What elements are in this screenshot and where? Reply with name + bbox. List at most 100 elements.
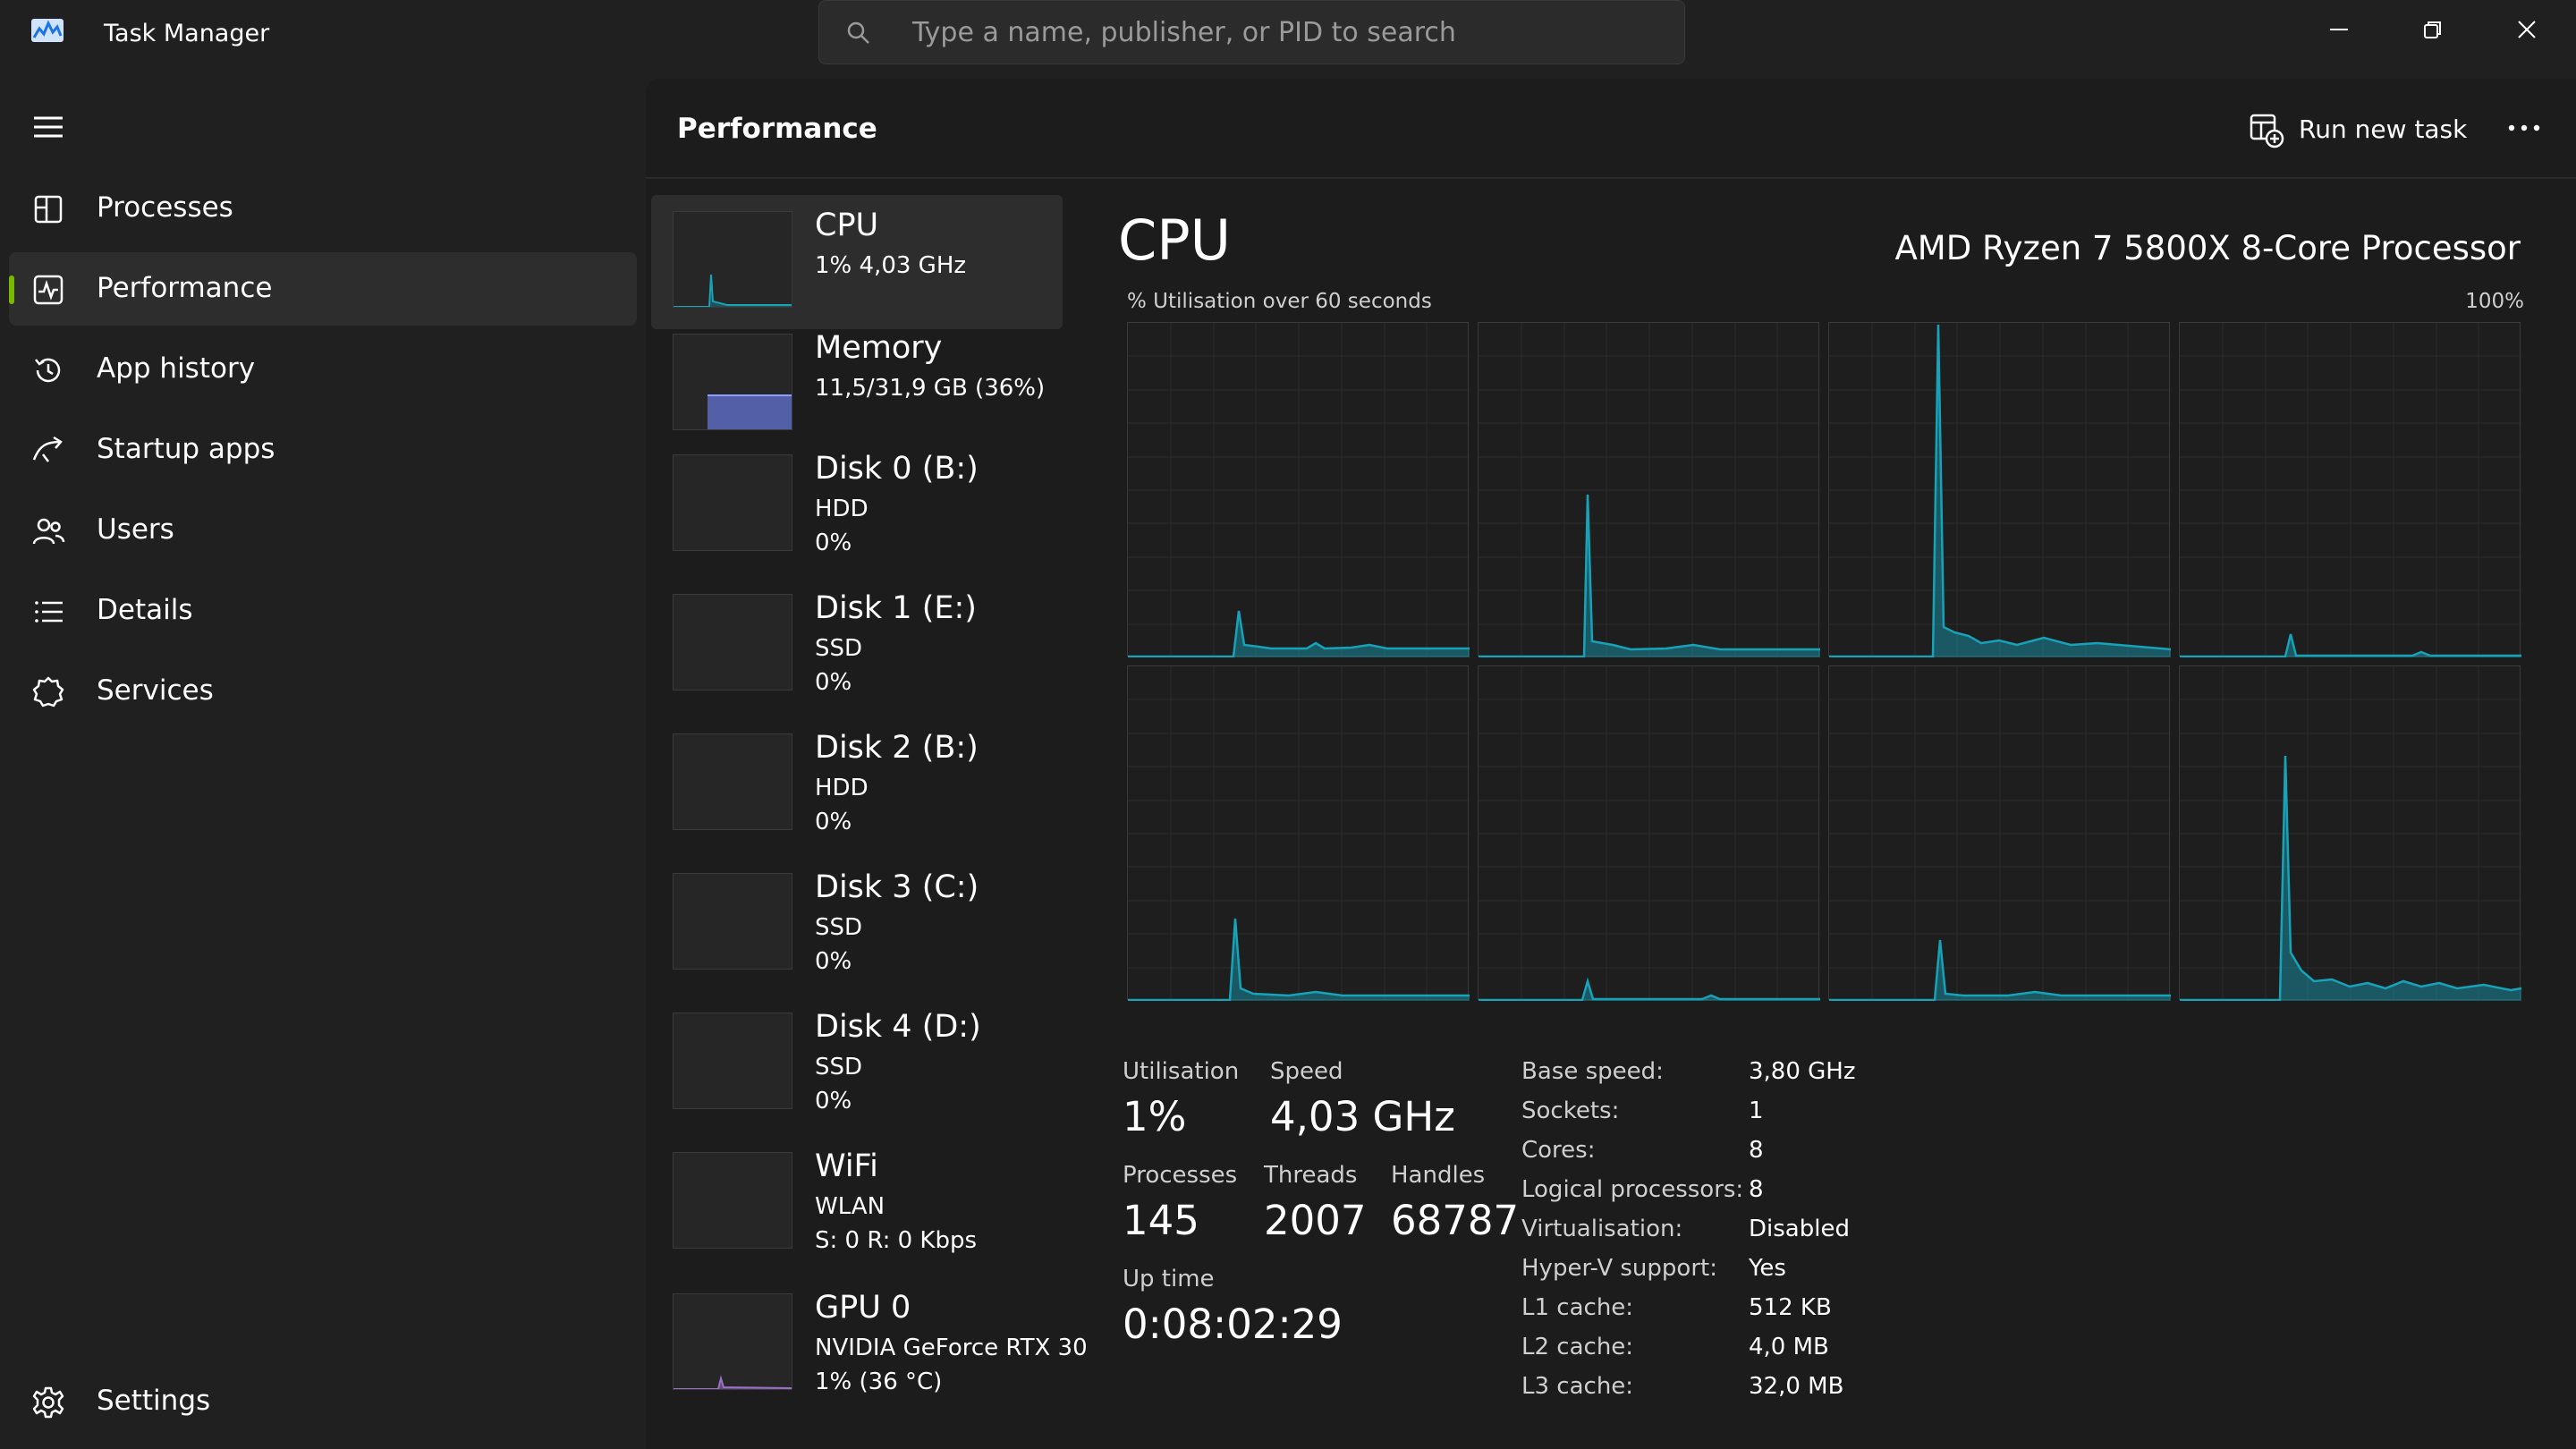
sidebar-item-settings[interactable]: Settings	[9, 1365, 637, 1438]
sidebar-item-app-history[interactable]: App history	[9, 333, 637, 406]
resource-type: SSD	[815, 635, 863, 662]
sidebar-item-processes[interactable]: Processes	[9, 172, 637, 245]
info-key: Hyper-V support:	[1521, 1255, 1717, 1282]
users-icon	[32, 518, 65, 545]
app-title: Task Manager	[104, 20, 270, 47]
close-button[interactable]	[2479, 0, 2572, 57]
disk-thumbnail-graph	[673, 733, 792, 830]
info-value: 32,0 MB	[1749, 1373, 1844, 1400]
history-icon	[35, 358, 61, 383]
utilisation-value: 1%	[1123, 1093, 1187, 1140]
resource-item-gpu-0[interactable]: GPU 0 NVIDIA GeForce RTX 30 1% (36 °C)	[651, 1277, 1088, 1411]
hamburger-menu-button[interactable]	[30, 113, 66, 141]
resource-usage: 1% (36 °C)	[815, 1368, 943, 1395]
resource-item-wifi[interactable]: WiFi WLAN S: 0 R: 0 Kbps	[651, 1136, 1063, 1270]
utilisation-label: Utilisation	[1123, 1058, 1240, 1085]
core-graph-0	[1127, 322, 1470, 657]
processes-label: Processes	[1123, 1162, 1238, 1189]
restore-icon	[2424, 21, 2441, 38]
minimize-icon	[2330, 29, 2348, 30]
search-input[interactable]: Type a name, publisher, or PID to search	[912, 17, 1456, 48]
info-value: 3,80 GHz	[1749, 1058, 1856, 1085]
resource-detail: 11,5/31,9 GB (36%)	[815, 375, 1046, 402]
sidebar-item-label: Startup apps	[97, 433, 275, 465]
resource-item-disk-2[interactable]: Disk 2 (B:) HDD 0%	[651, 717, 1063, 852]
hamburger-icon	[34, 116, 63, 138]
resource-name: Memory	[815, 330, 943, 366]
run-task-icon	[2250, 114, 2284, 148]
resource-item-disk-1[interactable]: Disk 1 (E:) SSD 0%	[651, 578, 1063, 712]
resource-item-memory[interactable]: Memory 11,5/31,9 GB (36%)	[651, 318, 1063, 452]
resource-item-cpu[interactable]: CPU 1% 4,03 GHz	[651, 195, 1063, 329]
info-key: L1 cache:	[1521, 1294, 1634, 1321]
resource-name: Disk 0 (B:)	[815, 451, 979, 487]
resource-usage: S: 0 R: 0 Kbps	[815, 1227, 978, 1254]
resource-usage: 0%	[815, 1088, 852, 1114]
sidebar-item-services[interactable]: Services	[9, 655, 637, 728]
info-value: 8	[1749, 1137, 1764, 1164]
sidebar-item-details[interactable]: Details	[9, 574, 637, 648]
disk-thumbnail-graph	[673, 873, 792, 970]
resource-detail: 1% 4,03 GHz	[815, 252, 967, 279]
resource-name: Disk 4 (D:)	[815, 1009, 981, 1045]
search-icon	[846, 21, 871, 46]
resource-type: HDD	[815, 496, 869, 522]
cpu-thumbnail-graph	[673, 211, 792, 308]
core-graph-1	[1478, 322, 1820, 657]
info-value: Yes	[1749, 1255, 1786, 1282]
speed-value: 4,03 GHz	[1270, 1093, 1455, 1140]
resource-usage: 0%	[815, 669, 852, 696]
run-task-label: Run new task	[2299, 114, 2468, 144]
resource-item-disk-0[interactable]: Disk 0 (B:) HDD 0%	[651, 438, 1063, 572]
core-graph-2	[1828, 322, 2171, 657]
details-icon	[35, 601, 63, 623]
resource-item-disk-3[interactable]: Disk 3 (C:) SSD 0%	[651, 857, 1063, 991]
handles-label: Handles	[1391, 1162, 1486, 1189]
core-graph-4	[1127, 665, 1470, 1001]
threads-label: Threads	[1264, 1162, 1358, 1189]
handles-value: 68787	[1391, 1197, 1520, 1244]
memory-thumbnail-graph	[673, 334, 792, 430]
info-key: L2 cache:	[1521, 1334, 1634, 1360]
resource-name: WiFi	[815, 1148, 878, 1184]
settings-label: Settings	[97, 1385, 211, 1417]
cpu-heading: CPU	[1118, 208, 1232, 273]
processes-value: 145	[1123, 1197, 1199, 1244]
disk-thumbnail-graph	[673, 454, 792, 551]
resource-usage: 0%	[815, 530, 852, 556]
resource-usage: 0%	[815, 809, 852, 835]
uptime-value: 0:08:02:29	[1123, 1301, 1343, 1348]
sidebar-item-label: Performance	[97, 272, 273, 304]
restore-button[interactable]	[2385, 0, 2479, 57]
cpu-model-name: AMD Ryzen 7 5800X 8-Core Processor	[1894, 229, 2521, 267]
threads-value: 2007	[1264, 1197, 1367, 1244]
resource-usage: 0%	[815, 948, 852, 975]
info-value: 8	[1749, 1176, 1764, 1203]
resource-name: Disk 3 (C:)	[815, 869, 979, 905]
info-value: 1	[1749, 1097, 1764, 1124]
uptime-label: Up time	[1123, 1266, 1215, 1292]
disk-thumbnail-graph	[673, 594, 792, 691]
sidebar-item-startup-apps[interactable]: Startup apps	[9, 413, 637, 487]
minimize-button[interactable]	[2292, 0, 2385, 57]
task-manager-logo-icon	[30, 18, 64, 45]
resource-name: GPU 0	[815, 1290, 911, 1326]
more-options-button[interactable]	[2504, 114, 2544, 141]
resource-type: HDD	[815, 775, 869, 801]
search-box[interactable]: Type a name, publisher, or PID to search	[818, 0, 1685, 64]
active-indicator	[9, 275, 14, 304]
startup-icon	[32, 436, 63, 462]
sidebar-item-label: App history	[97, 352, 256, 385]
info-value: 4,0 MB	[1749, 1334, 1829, 1360]
header-divider	[646, 177, 2576, 179]
resource-name: Disk 1 (E:)	[815, 590, 977, 626]
sidebar-item-performance[interactable]: Performance	[9, 252, 637, 326]
graph-max-label: 100%	[2465, 290, 2524, 313]
sidebar-item-label: Processes	[97, 191, 233, 224]
sidebar-item-users[interactable]: Users	[9, 494, 637, 567]
info-key: Virtualisation:	[1521, 1216, 1683, 1242]
wifi-thumbnail-graph	[673, 1152, 792, 1249]
sidebar-item-label: Users	[97, 513, 174, 546]
resource-item-disk-4[interactable]: Disk 4 (D:) SSD 0%	[651, 996, 1063, 1131]
services-icon	[32, 676, 64, 708]
